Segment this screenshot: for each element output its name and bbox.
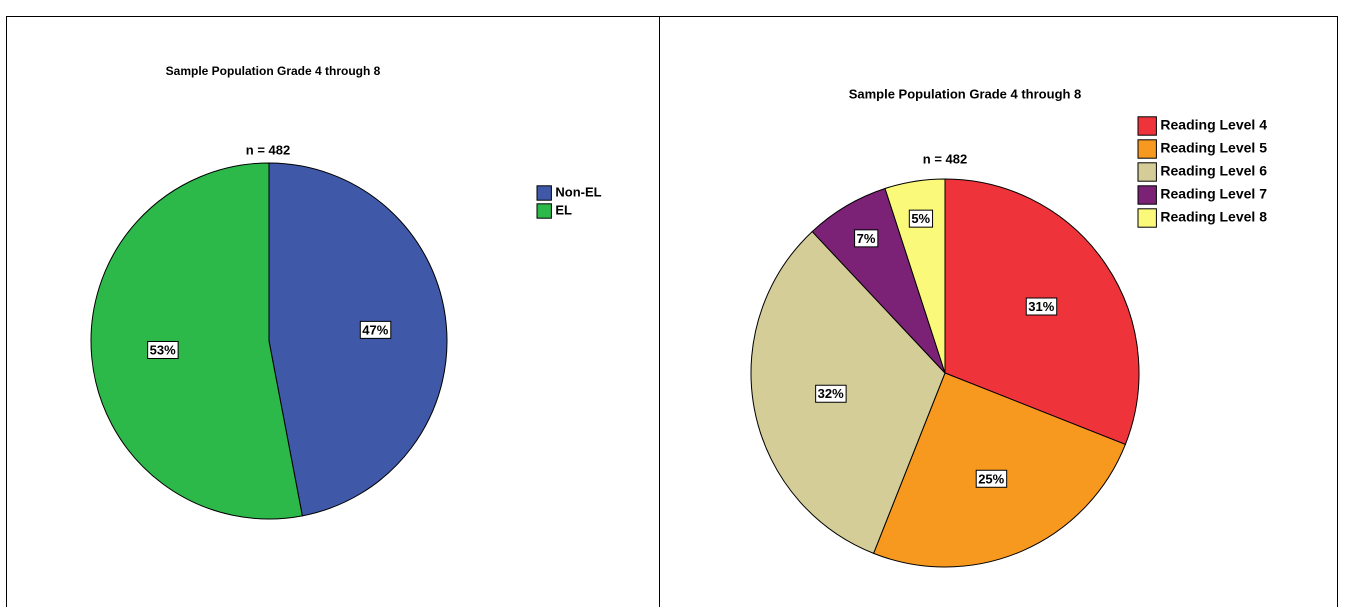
value-label-box — [908, 209, 934, 228]
legend-swatch — [1137, 139, 1157, 159]
value-label: 47% — [362, 322, 388, 337]
legend-label: EL — [555, 202, 572, 217]
value-label: 5% — [911, 211, 930, 226]
value-label-box — [854, 229, 879, 248]
chart-title: Sample Population Grade 4 through 8 — [849, 86, 1082, 101]
chart-title: Sample Population Grade 4 through 8 — [166, 64, 381, 78]
legend-swatch — [536, 185, 552, 201]
table-border — [6, 16, 1338, 607]
legend-swatch — [1137, 162, 1157, 182]
legend-label: Reading Level 4 — [1160, 117, 1267, 133]
pie-slice — [268, 162, 448, 517]
legend-swatch — [1137, 116, 1157, 136]
legend-swatch — [1137, 185, 1157, 205]
legend-swatch — [536, 203, 552, 219]
pie-slice — [750, 230, 946, 555]
legend-label: Reading Level 7 — [1160, 186, 1267, 202]
value-label: 31% — [1028, 299, 1054, 314]
value-label: 53% — [150, 342, 176, 357]
pie-slice — [90, 162, 303, 520]
chart-subtitle: n = 482 — [923, 151, 967, 166]
legend-label: Reading Level 8 — [1160, 209, 1267, 225]
legend-swatch — [1137, 208, 1157, 228]
legend-label: Non-EL — [555, 184, 601, 199]
value-label: 7% — [857, 231, 876, 246]
legend-label: Reading Level 6 — [1160, 163, 1267, 179]
value-label-box — [1025, 297, 1058, 316]
value-label-box — [815, 384, 847, 403]
value-label-box — [359, 320, 392, 339]
value-label: 32% — [818, 386, 844, 401]
legend-label: Reading Level 5 — [1160, 140, 1267, 156]
value-label-box — [975, 469, 1008, 488]
chart-subtitle: n = 482 — [246, 142, 290, 157]
value-label-box — [147, 340, 179, 359]
value-label: 25% — [978, 471, 1004, 486]
